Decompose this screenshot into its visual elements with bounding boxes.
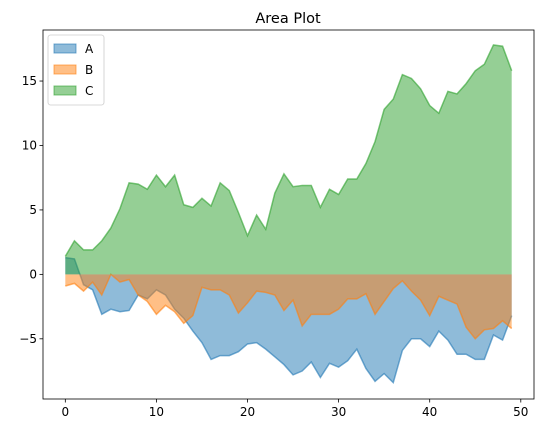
legend-swatch-C: [53, 85, 77, 96]
area-fill-B: [65, 274, 512, 339]
x-axis: 0 10 20 30 40 50: [61, 399, 528, 419]
legend-swatch-A: [53, 43, 77, 54]
x-tick-label: 10: [149, 405, 164, 419]
area-line-B: [65, 273, 513, 340]
y-tick-label: 10: [22, 138, 37, 152]
y-axis: −5 0 5 10 15: [19, 74, 43, 346]
legend: ABC: [47, 34, 105, 106]
chart-title: Area Plot: [255, 11, 321, 27]
legend-swatch-B: [53, 64, 77, 75]
area-fill-C: [65, 44, 512, 275]
x-tick-label: 20: [240, 405, 255, 419]
legend-label-A: A: [85, 42, 94, 56]
plot-frame: [42, 29, 535, 400]
legend-label-B: B: [85, 63, 93, 77]
y-tick-label: 15: [22, 74, 37, 88]
x-tick-label: 50: [513, 405, 528, 419]
area-series-group: [64, 44, 513, 385]
x-tick-label: 0: [61, 405, 69, 419]
x-tick-label: 40: [422, 405, 437, 419]
y-tick-label: 0: [29, 267, 37, 281]
y-tick-label: −5: [19, 332, 37, 346]
legend-label-C: C: [85, 84, 93, 98]
y-tick-label: 5: [29, 203, 37, 217]
area-line-C: [64, 44, 513, 257]
x-tick-label: 30: [331, 405, 346, 419]
